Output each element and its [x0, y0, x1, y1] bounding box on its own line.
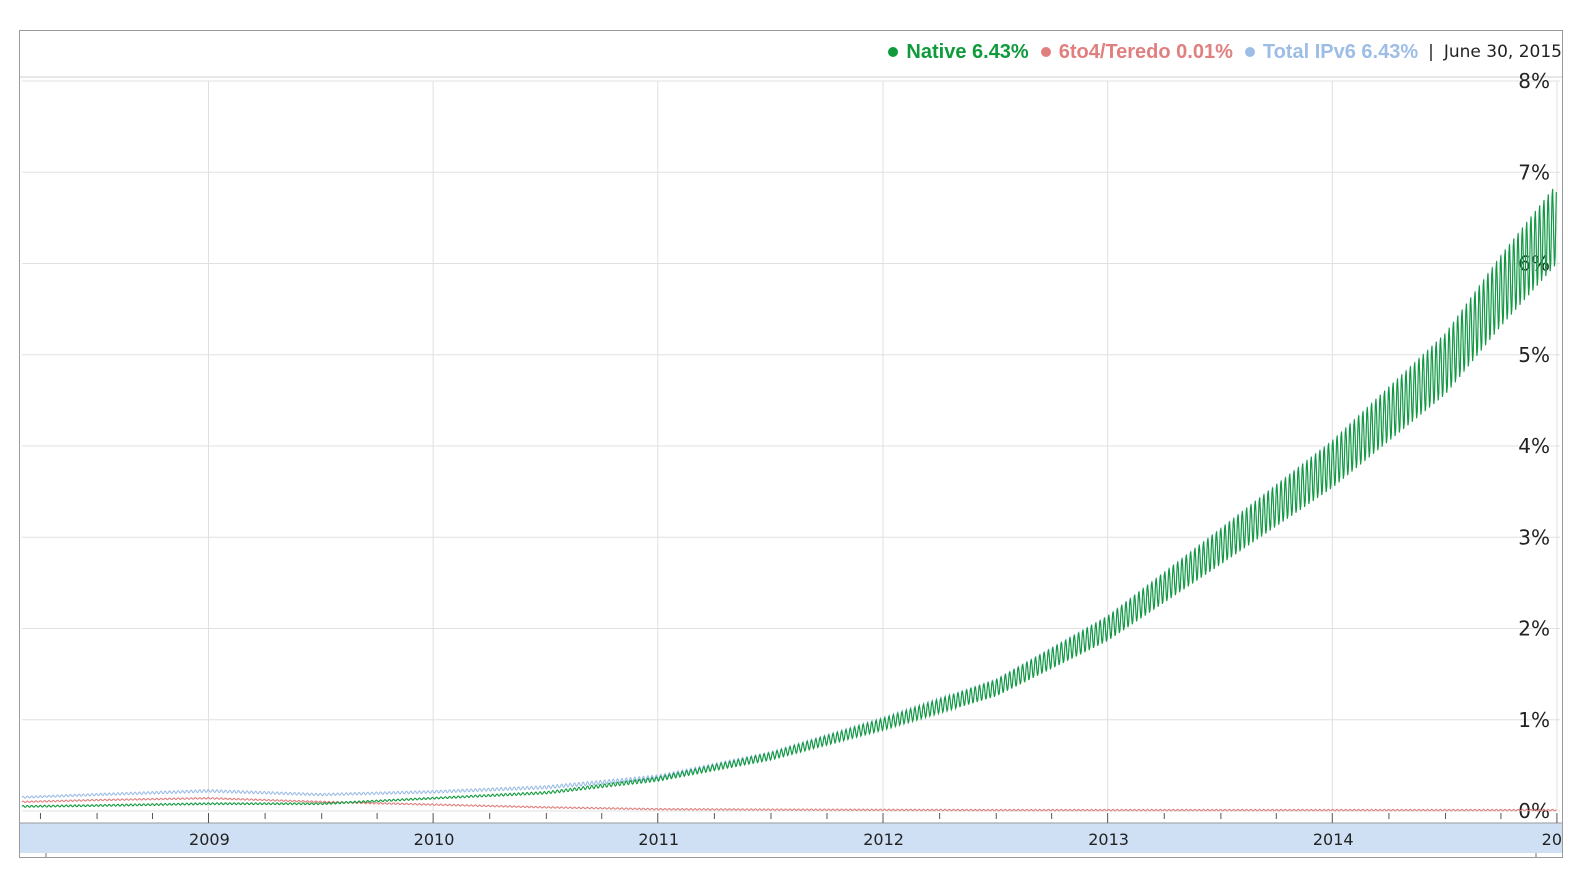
- chart-frame: 0% 1% 2% 3% 4% 5% 6% 7% 8% 2009 2010 2011 2012 2013 20…: [19, 30, 1563, 858]
- legend: Native 6.43% 6to4/Teredo 0.01% Total IPv…: [876, 40, 1562, 64]
- x-tick-label: 2013: [1088, 830, 1129, 849]
- y-tick-label: 1%: [1518, 708, 1550, 732]
- x-tick-label: 20: [1542, 830, 1562, 849]
- y-tick-label: 3%: [1518, 525, 1550, 549]
- y-tick-label: 5%: [1518, 343, 1550, 367]
- x-tick-label: 2012: [863, 830, 904, 849]
- series-line-total-ipv6: [21, 188, 1557, 799]
- series-line-6to4-teredo: [21, 796, 1557, 812]
- legend-date: June 30, 2015: [1443, 42, 1562, 62]
- x-tick-label: 2010: [414, 830, 455, 849]
- x-tick-label: 2014: [1313, 830, 1354, 849]
- x-tick-label: 2011: [638, 830, 679, 849]
- y-tick-label: 4%: [1518, 434, 1550, 458]
- native-dot-icon: [888, 47, 899, 57]
- y-tick-label: 2%: [1518, 617, 1550, 641]
- legend-separator: |: [1428, 42, 1434, 62]
- time-navigator: [20, 823, 1562, 853]
- legend-native-label: Native 6.43%: [906, 40, 1029, 63]
- teredo-dot-icon: [1040, 47, 1051, 57]
- series-line-native: [21, 188, 1557, 808]
- y-tick-label: 0%: [1518, 799, 1550, 823]
- legend-teredo-label: 6to4/Teredo 0.01%: [1058, 40, 1233, 63]
- y-tick-label: 7%: [1518, 160, 1550, 184]
- legend-total-label: Total IPv6 6.43%: [1262, 40, 1419, 63]
- legend-item-native[interactable]: Native 6.43%: [888, 40, 1029, 64]
- total-dot-icon: [1244, 47, 1255, 57]
- legend-item-teredo[interactable]: 6to4/Teredo 0.01%: [1040, 40, 1233, 64]
- x-tick-label: 2009: [189, 830, 230, 849]
- legend-item-total[interactable]: Total IPv6 6.43%: [1244, 40, 1419, 64]
- ipv6-adoption-chart: 0%1%2%3%4%5%6%7%8%2009 2010 2011 2012 2013 20…: [20, 69, 1562, 857]
- y-tick-label: 8%: [1518, 69, 1550, 93]
